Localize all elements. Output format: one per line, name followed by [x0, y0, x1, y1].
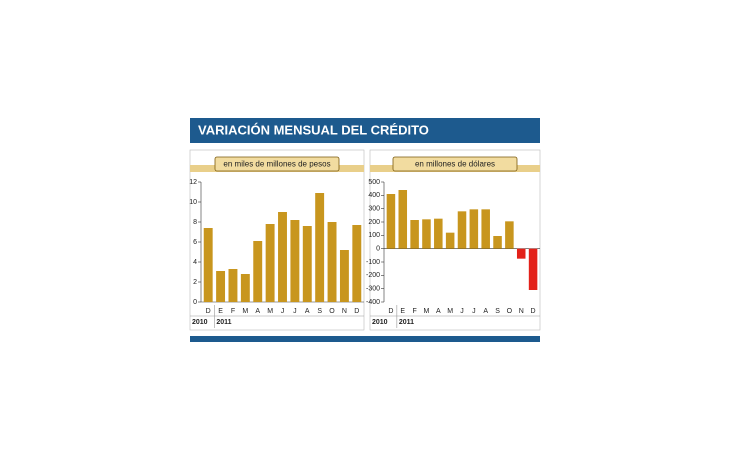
x-tick-label: A	[436, 308, 441, 315]
bar	[240, 274, 250, 302]
bar	[228, 269, 238, 302]
x-tick-label: S	[317, 308, 322, 315]
panel	[369, 149, 541, 331]
y-tick-label: -400	[366, 299, 380, 306]
x-tick-label: E	[400, 308, 405, 315]
y-tick-label: 10	[189, 199, 197, 206]
panel	[189, 149, 365, 331]
bar	[339, 250, 349, 302]
subtitle: en miles de millones de pesos	[223, 160, 330, 169]
y-tick-label: 400	[368, 192, 380, 199]
bar	[265, 224, 275, 302]
bar	[469, 209, 479, 249]
y-tick-label: -200	[366, 272, 380, 279]
x-tick-label: D	[531, 308, 536, 315]
bar	[327, 222, 337, 302]
bar	[434, 218, 443, 249]
x-tick-label: M	[447, 308, 453, 315]
bar	[302, 226, 312, 302]
year-label: 2010	[372, 319, 388, 326]
title: VARIACIÓN MENSUAL DEL CRÉDITO	[198, 122, 429, 137]
bottom-bar	[190, 336, 540, 342]
bar	[253, 241, 263, 302]
x-tick-label: S	[495, 308, 500, 315]
x-tick-label: M	[242, 308, 248, 315]
bar	[445, 232, 455, 249]
bar	[457, 211, 467, 249]
y-tick-label: 4	[193, 259, 197, 266]
x-tick-label: A	[255, 308, 260, 315]
x-tick-label: F	[412, 308, 416, 315]
bar	[528, 248, 538, 290]
x-tick-label: D	[388, 308, 393, 315]
y-tick-label: -300	[366, 286, 380, 293]
bar	[386, 194, 396, 249]
x-tick-label: M	[424, 308, 430, 315]
y-tick-label: 12	[189, 179, 197, 186]
y-tick-label: 500	[368, 179, 380, 186]
y-tick-label: 300	[368, 206, 380, 213]
x-tick-label: D	[206, 308, 211, 315]
y-tick-label: 0	[376, 246, 380, 253]
year-label: 2010	[192, 319, 208, 326]
y-tick-label: 100	[368, 232, 380, 239]
bar	[410, 220, 419, 249]
x-tick-label: N	[342, 308, 347, 315]
bar	[216, 271, 226, 302]
y-tick-label: 6	[193, 239, 197, 246]
x-tick-label: J	[472, 308, 476, 315]
bar	[203, 228, 213, 302]
bar	[352, 225, 362, 302]
x-tick-label: E	[218, 308, 223, 315]
bar	[422, 219, 431, 249]
x-tick-label: A	[483, 308, 488, 315]
bar	[493, 236, 502, 249]
x-tick-label: J	[460, 308, 464, 315]
bar	[290, 220, 300, 302]
x-tick-label: A	[305, 308, 310, 315]
x-tick-label: J	[293, 308, 297, 315]
y-tick-label: 0	[193, 299, 197, 306]
x-tick-label: N	[519, 308, 524, 315]
x-tick-label: M	[267, 308, 273, 315]
subtitle: en millones de dólares	[415, 160, 495, 169]
subtitle-tab	[392, 156, 518, 172]
x-tick-label: J	[281, 308, 285, 315]
bar	[278, 212, 287, 302]
x-tick-label: D	[354, 308, 359, 315]
bar	[505, 221, 514, 249]
year-label: 2011	[216, 319, 231, 326]
x-tick-label: F	[231, 308, 235, 315]
bar	[481, 209, 490, 249]
bar	[398, 190, 408, 249]
y-tick-label: 2	[193, 279, 197, 286]
bar	[516, 248, 526, 259]
title-bar	[190, 118, 540, 143]
bar	[315, 193, 325, 302]
x-tick-label: O	[329, 308, 335, 315]
y-tick-label: 200	[368, 219, 380, 226]
subtitle-tab	[214, 156, 340, 172]
y-tick-label: -100	[366, 259, 380, 266]
y-tick-label: 8	[193, 219, 197, 226]
year-label: 2011	[399, 319, 414, 326]
x-tick-label: O	[507, 308, 513, 315]
